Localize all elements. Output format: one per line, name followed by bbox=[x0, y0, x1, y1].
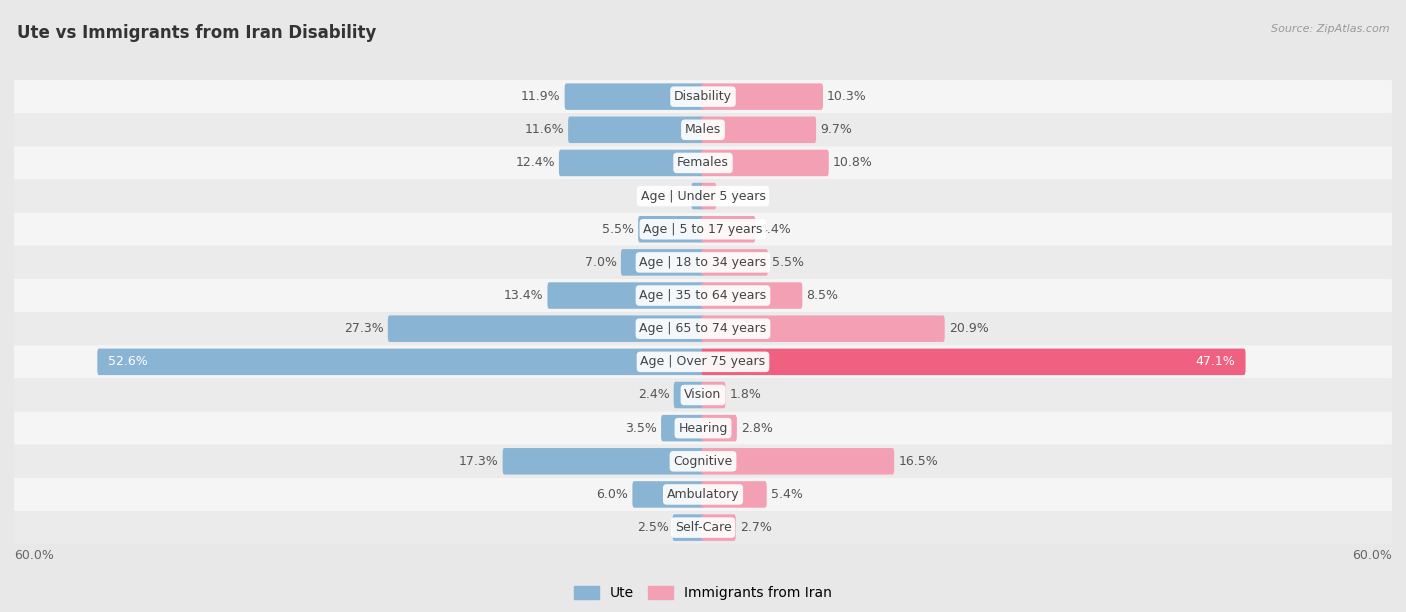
Text: Ute vs Immigrants from Iran Disability: Ute vs Immigrants from Iran Disability bbox=[17, 24, 377, 42]
FancyBboxPatch shape bbox=[692, 183, 704, 209]
FancyBboxPatch shape bbox=[702, 83, 823, 110]
FancyBboxPatch shape bbox=[702, 315, 945, 342]
FancyBboxPatch shape bbox=[14, 378, 1392, 411]
FancyBboxPatch shape bbox=[702, 116, 815, 143]
FancyBboxPatch shape bbox=[673, 382, 704, 408]
Text: 20.9%: 20.9% bbox=[949, 322, 988, 335]
FancyBboxPatch shape bbox=[97, 349, 704, 375]
Text: 1.8%: 1.8% bbox=[730, 389, 761, 401]
Text: Self-Care: Self-Care bbox=[675, 521, 731, 534]
Text: 5.4%: 5.4% bbox=[770, 488, 803, 501]
FancyBboxPatch shape bbox=[702, 415, 737, 441]
Text: 11.6%: 11.6% bbox=[524, 123, 564, 136]
Text: 27.3%: 27.3% bbox=[344, 322, 384, 335]
Text: 2.8%: 2.8% bbox=[741, 422, 773, 435]
Text: 52.6%: 52.6% bbox=[108, 356, 148, 368]
FancyBboxPatch shape bbox=[14, 146, 1392, 179]
Text: 8.5%: 8.5% bbox=[807, 289, 838, 302]
FancyBboxPatch shape bbox=[14, 345, 1392, 378]
FancyBboxPatch shape bbox=[14, 279, 1392, 312]
FancyBboxPatch shape bbox=[14, 80, 1392, 113]
Text: Age | Under 5 years: Age | Under 5 years bbox=[641, 190, 765, 203]
FancyBboxPatch shape bbox=[702, 282, 803, 309]
Text: Age | Over 75 years: Age | Over 75 years bbox=[641, 356, 765, 368]
Text: 60.0%: 60.0% bbox=[14, 549, 53, 562]
Text: Vision: Vision bbox=[685, 389, 721, 401]
Text: 6.0%: 6.0% bbox=[596, 488, 628, 501]
Text: Hearing: Hearing bbox=[678, 422, 728, 435]
FancyBboxPatch shape bbox=[702, 349, 1246, 375]
FancyBboxPatch shape bbox=[633, 481, 704, 508]
FancyBboxPatch shape bbox=[14, 246, 1392, 279]
Text: 2.5%: 2.5% bbox=[637, 521, 669, 534]
Text: Age | 5 to 17 years: Age | 5 to 17 years bbox=[644, 223, 762, 236]
Text: Ambulatory: Ambulatory bbox=[666, 488, 740, 501]
FancyBboxPatch shape bbox=[672, 514, 704, 541]
Text: 10.3%: 10.3% bbox=[827, 90, 866, 103]
FancyBboxPatch shape bbox=[502, 448, 704, 474]
Text: 5.5%: 5.5% bbox=[602, 223, 634, 236]
FancyBboxPatch shape bbox=[621, 249, 704, 275]
Text: Age | 65 to 74 years: Age | 65 to 74 years bbox=[640, 322, 766, 335]
FancyBboxPatch shape bbox=[14, 212, 1392, 246]
Text: 16.5%: 16.5% bbox=[898, 455, 938, 468]
FancyBboxPatch shape bbox=[702, 481, 766, 508]
FancyBboxPatch shape bbox=[702, 183, 716, 209]
FancyBboxPatch shape bbox=[568, 116, 704, 143]
FancyBboxPatch shape bbox=[388, 315, 704, 342]
Text: 10.8%: 10.8% bbox=[832, 157, 873, 170]
Text: 17.3%: 17.3% bbox=[458, 455, 499, 468]
FancyBboxPatch shape bbox=[702, 448, 894, 474]
Text: Males: Males bbox=[685, 123, 721, 136]
FancyBboxPatch shape bbox=[14, 511, 1392, 544]
FancyBboxPatch shape bbox=[14, 113, 1392, 146]
FancyBboxPatch shape bbox=[14, 445, 1392, 478]
FancyBboxPatch shape bbox=[14, 312, 1392, 345]
Text: 2.4%: 2.4% bbox=[638, 389, 669, 401]
FancyBboxPatch shape bbox=[14, 411, 1392, 445]
Text: 5.5%: 5.5% bbox=[772, 256, 804, 269]
Text: 11.9%: 11.9% bbox=[522, 90, 561, 103]
FancyBboxPatch shape bbox=[560, 150, 704, 176]
FancyBboxPatch shape bbox=[702, 249, 768, 275]
Text: Cognitive: Cognitive bbox=[673, 455, 733, 468]
FancyBboxPatch shape bbox=[565, 83, 704, 110]
FancyBboxPatch shape bbox=[661, 415, 704, 441]
FancyBboxPatch shape bbox=[638, 216, 704, 242]
Text: 13.4%: 13.4% bbox=[503, 289, 543, 302]
FancyBboxPatch shape bbox=[702, 514, 735, 541]
Text: 7.0%: 7.0% bbox=[585, 256, 617, 269]
Text: 9.7%: 9.7% bbox=[820, 123, 852, 136]
FancyBboxPatch shape bbox=[14, 179, 1392, 212]
Text: 47.1%: 47.1% bbox=[1195, 356, 1234, 368]
FancyBboxPatch shape bbox=[14, 478, 1392, 511]
Text: 1.0%: 1.0% bbox=[720, 190, 752, 203]
Text: 4.4%: 4.4% bbox=[759, 223, 792, 236]
Text: 3.5%: 3.5% bbox=[626, 422, 657, 435]
Legend: Ute, Immigrants from Iran: Ute, Immigrants from Iran bbox=[568, 581, 838, 606]
Text: 2.7%: 2.7% bbox=[740, 521, 772, 534]
FancyBboxPatch shape bbox=[702, 150, 828, 176]
Text: 12.4%: 12.4% bbox=[515, 157, 555, 170]
Text: Age | 35 to 64 years: Age | 35 to 64 years bbox=[640, 289, 766, 302]
Text: 0.86%: 0.86% bbox=[648, 190, 688, 203]
Text: Disability: Disability bbox=[673, 90, 733, 103]
Text: Females: Females bbox=[678, 157, 728, 170]
FancyBboxPatch shape bbox=[702, 216, 755, 242]
Text: 60.0%: 60.0% bbox=[1353, 549, 1392, 562]
Text: Age | 18 to 34 years: Age | 18 to 34 years bbox=[640, 256, 766, 269]
Text: Source: ZipAtlas.com: Source: ZipAtlas.com bbox=[1271, 24, 1389, 34]
FancyBboxPatch shape bbox=[702, 382, 725, 408]
FancyBboxPatch shape bbox=[547, 282, 704, 309]
